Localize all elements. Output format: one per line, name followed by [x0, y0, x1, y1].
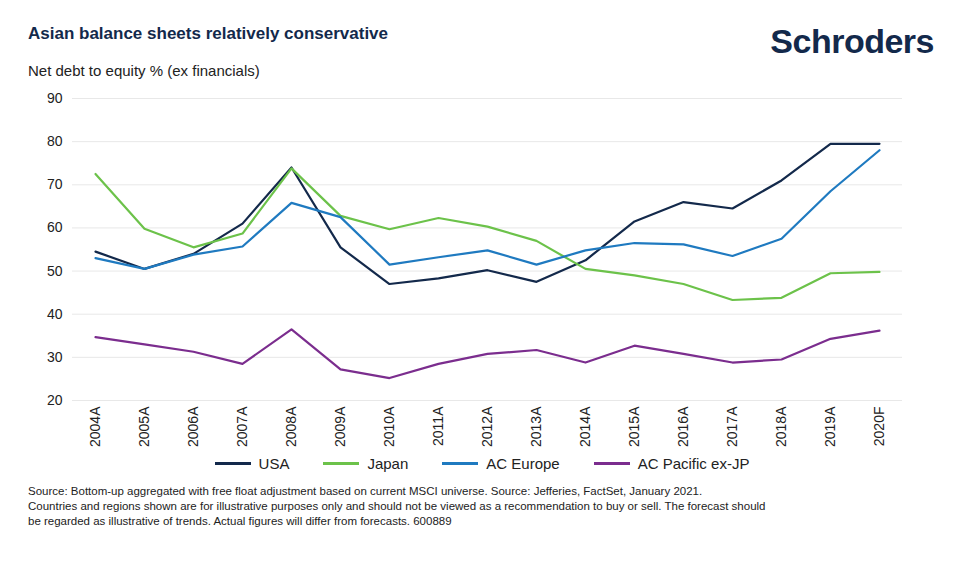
svg-text:40: 40	[47, 306, 63, 322]
html-text:Japan: Japan	[367, 454, 409, 472]
svg-text:2017A: 2017A	[724, 406, 740, 447]
svg-text:2010A: 2010A	[381, 406, 397, 447]
svg-text:50: 50	[47, 263, 63, 279]
svg-text:2020F: 2020F	[871, 407, 887, 447]
svg-text:2004A: 2004A	[87, 406, 103, 447]
svg-text:60: 60	[47, 219, 63, 235]
html-text:USA: USA	[258, 454, 290, 472]
svg-text:2005A: 2005A	[136, 406, 152, 447]
html-text:Schroders: Schroders	[770, 22, 934, 60]
svg-text:2008A: 2008A	[283, 406, 299, 447]
svg-text:2019A: 2019A	[822, 406, 838, 447]
html-text:be regarded as illustrative of: be regarded as illustrative of trends. A…	[28, 515, 452, 527]
svg-text:2014A: 2014A	[577, 406, 593, 447]
svg-text:70: 70	[47, 176, 63, 192]
svg-text:80: 80	[47, 133, 63, 149]
svg-text:2018A: 2018A	[773, 406, 789, 447]
svg-text:90: 90	[47, 90, 63, 106]
html-text:Source: Bottom-up aggregated w: Source: Bottom-up aggregated with free f…	[28, 485, 703, 497]
svg-text:2012A: 2012A	[479, 406, 495, 447]
html-text:AC Europe: AC Europe	[486, 454, 560, 472]
svg-text:20: 20	[47, 392, 63, 408]
svg-text:2015A: 2015A	[626, 406, 642, 447]
html-text:Asian balance sheets relativel: Asian balance sheets relatively conserva…	[28, 24, 388, 43]
svg-text:30: 30	[47, 349, 63, 365]
svg-text:2011A: 2011A	[430, 406, 446, 446]
svg-text:2016A: 2016A	[675, 406, 691, 447]
html-text:Net debt to equity % (ex finan: Net debt to equity % (ex financials)	[28, 62, 260, 79]
html-text:AC Pacific ex-JP: AC Pacific ex-JP	[637, 454, 750, 472]
svg-text:2013A: 2013A	[528, 406, 544, 447]
svg-text:2009A: 2009A	[332, 406, 348, 447]
html-text:Countries and regions shown ar: Countries and regions shown are for illu…	[28, 500, 766, 512]
svg-text:2006A: 2006A	[185, 406, 201, 447]
svg-text:2007A: 2007A	[234, 406, 250, 447]
